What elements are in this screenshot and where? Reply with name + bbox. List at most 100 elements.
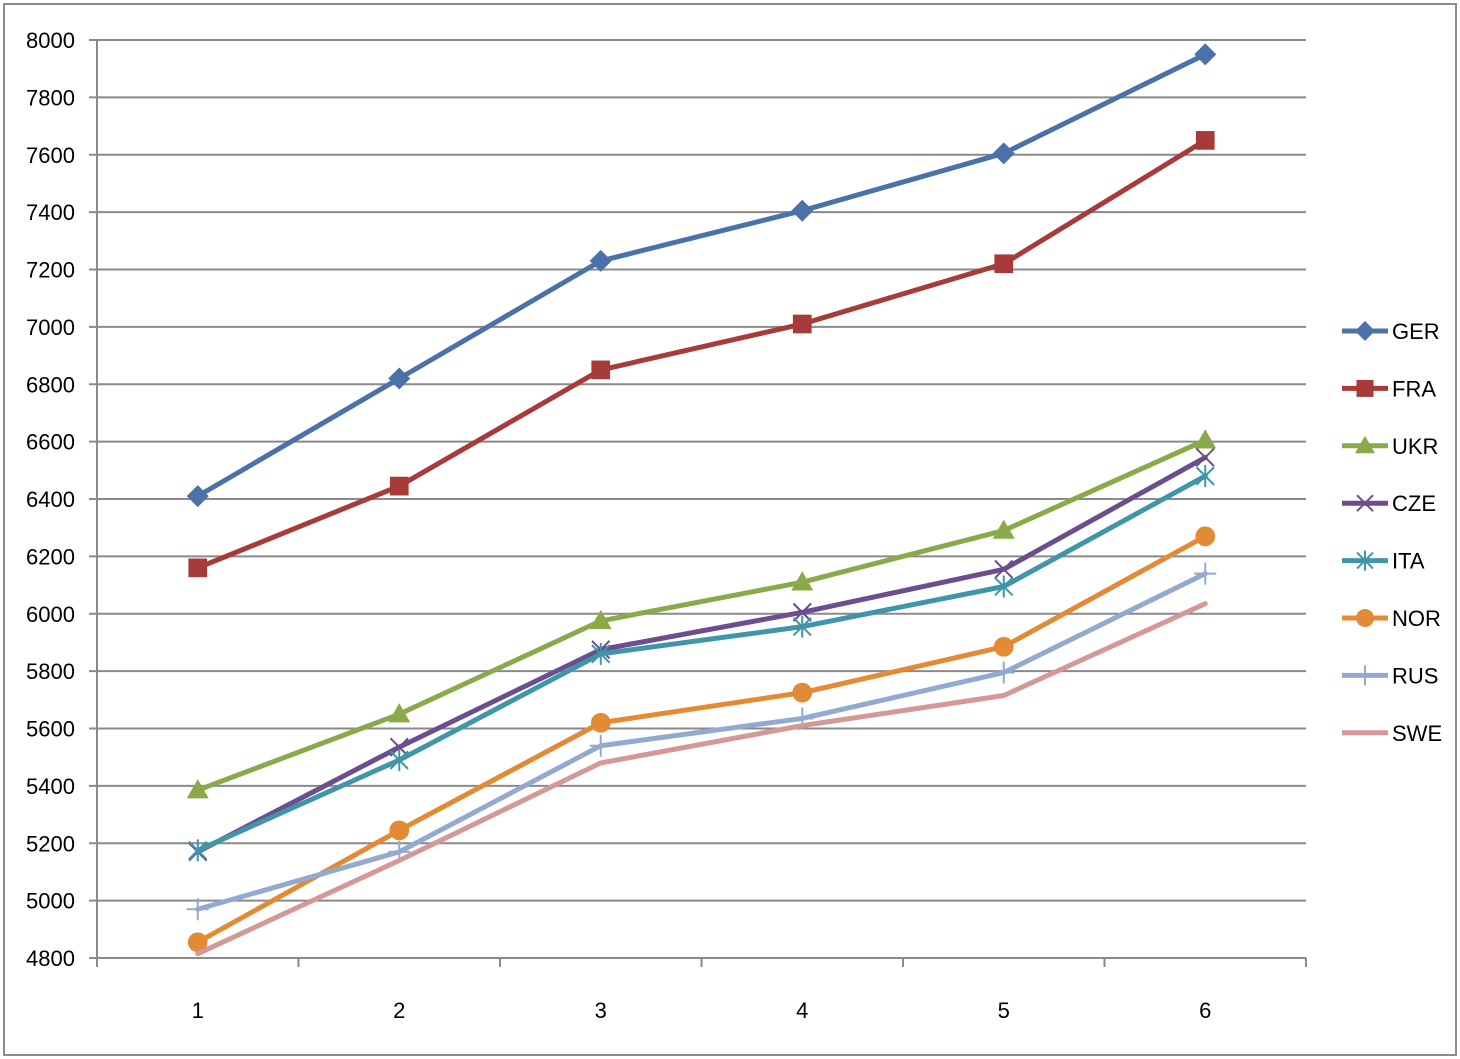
series-line <box>195 437 1208 793</box>
series-line <box>195 533 1208 945</box>
series-line <box>195 137 1208 571</box>
x-tick-label: 6 <box>1199 998 1211 1023</box>
y-tick-label: 6000 <box>26 602 75 627</box>
data-point <box>1356 494 1374 512</box>
series-layer <box>186 43 1217 957</box>
x-tick-label: 4 <box>796 998 808 1023</box>
legend: GER FRA UKR CZE ITA NOR RUS SWE <box>1342 319 1442 746</box>
y-tick-label: 8000 <box>26 28 75 53</box>
data-point <box>186 898 209 921</box>
x-tick-label: 1 <box>192 998 204 1023</box>
series-ger <box>186 43 1217 508</box>
y-tick-label: 4800 <box>26 946 75 971</box>
y-tick-label: 5600 <box>26 717 75 742</box>
y-tick-label: 6200 <box>26 544 75 569</box>
legend-label: NOR <box>1392 606 1441 631</box>
gridlines <box>97 39 1306 902</box>
y-tick-label: 7000 <box>26 315 75 340</box>
legend-item-cze: CZE <box>1342 491 1436 516</box>
data-point <box>1195 465 1215 488</box>
data-point <box>186 485 209 508</box>
data-point <box>188 558 208 578</box>
data-point <box>389 476 409 496</box>
data-point <box>590 712 611 733</box>
data-point <box>1195 526 1216 547</box>
data-point <box>389 749 409 772</box>
data-point <box>792 602 812 622</box>
y-tick-label: 7600 <box>26 143 75 168</box>
series-ita <box>188 465 1215 862</box>
data-point <box>1355 435 1375 454</box>
data-point <box>1356 379 1374 397</box>
y-tick-label: 7800 <box>26 85 75 110</box>
data-point <box>994 575 1014 598</box>
data-point <box>792 682 813 703</box>
legend-label: GER <box>1392 319 1440 344</box>
legend-item-ita: ITA <box>1342 549 1425 574</box>
data-point <box>791 199 814 222</box>
series-line <box>195 473 1208 853</box>
data-point <box>1195 131 1215 150</box>
data-point <box>1194 429 1217 449</box>
data-point <box>992 142 1015 165</box>
legend-label: SWE <box>1392 721 1442 746</box>
data-point <box>1355 321 1375 341</box>
data-point <box>591 642 611 665</box>
series-line <box>195 454 1208 855</box>
data-point <box>187 932 208 953</box>
data-point <box>791 571 814 591</box>
y-tick-label: 7400 <box>26 200 75 225</box>
data-point <box>1194 562 1217 585</box>
legend-item-swe: SWE <box>1342 721 1442 746</box>
data-point <box>1194 43 1217 66</box>
legend-label: UKR <box>1392 434 1438 459</box>
data-point <box>1195 447 1215 467</box>
series-line <box>195 601 1208 957</box>
series-nor <box>187 526 1216 953</box>
legend-item-ger: GER <box>1342 319 1440 344</box>
series-line <box>195 571 1208 912</box>
chart-border <box>3 3 1457 1056</box>
series-ukr <box>186 429 1217 799</box>
series-line <box>195 51 1208 499</box>
x-tick-label: 3 <box>595 998 607 1023</box>
legend-item-ukr: UKR <box>1342 434 1438 459</box>
legend-item-fra: FRA <box>1342 376 1436 401</box>
axes <box>89 39 1307 967</box>
legend-item-nor: NOR <box>1342 606 1441 631</box>
y-tick-label: 6800 <box>26 372 75 397</box>
data-point <box>388 703 411 723</box>
y-tick-label: 5200 <box>26 831 75 856</box>
data-point <box>792 615 812 638</box>
data-point <box>186 779 209 799</box>
data-point <box>993 636 1014 657</box>
data-point <box>589 609 612 630</box>
data-point <box>591 360 611 380</box>
y-tick-label: 5000 <box>26 889 75 914</box>
legend-label: FRA <box>1392 376 1436 401</box>
y-axis-tick-labels: 4800 5000 5200 5400 5600 5800 6000 6200 6400 6600… <box>26 28 75 971</box>
data-point <box>994 559 1014 579</box>
y-tick-label: 6600 <box>26 430 75 455</box>
legend-item-rus: RUS <box>1342 663 1438 688</box>
data-point <box>388 367 411 390</box>
data-point <box>1356 609 1374 627</box>
x-tick-label: 5 <box>998 998 1010 1023</box>
y-tick-label: 6400 <box>26 487 75 512</box>
legend-label: ITA <box>1392 549 1425 574</box>
data-point <box>1356 550 1374 571</box>
legend-label: CZE <box>1392 491 1436 516</box>
data-point <box>188 839 208 862</box>
data-point <box>589 249 612 272</box>
series-fra <box>188 131 1215 578</box>
x-tick-label: 2 <box>393 998 405 1023</box>
data-point <box>792 314 812 334</box>
data-point <box>389 820 410 841</box>
legend-label: RUS <box>1392 663 1438 688</box>
x-axis-tick-labels: 1 2 3 4 5 6 <box>192 998 1212 1023</box>
y-tick-label: 5800 <box>26 659 75 684</box>
y-tick-label: 7200 <box>26 258 75 283</box>
y-tick-label: 5400 <box>26 774 75 799</box>
series-rus <box>186 562 1217 921</box>
